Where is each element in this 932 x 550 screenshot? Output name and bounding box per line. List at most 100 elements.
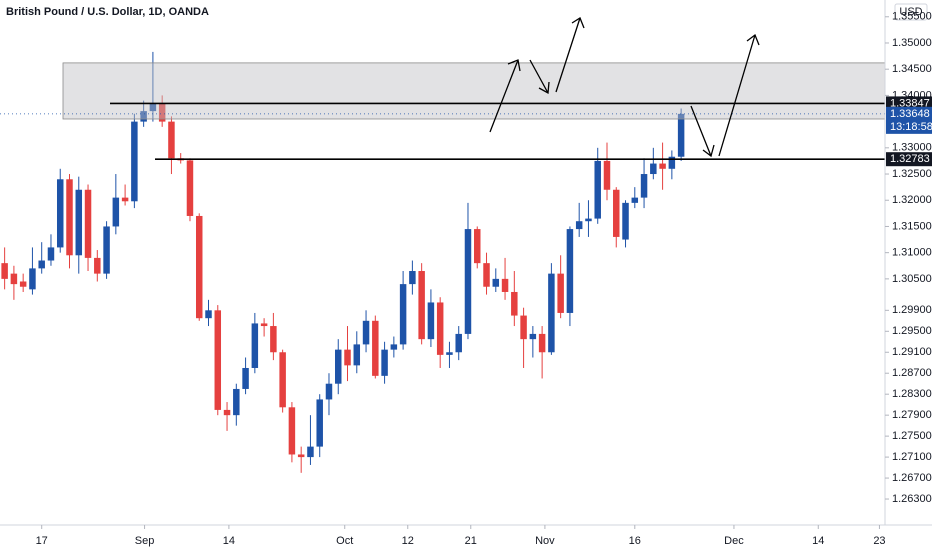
y-tick-label: 1.26300 [892, 493, 932, 505]
candle-body [260, 323, 268, 327]
candle-body [251, 323, 259, 368]
y-tick-label: 1.35500 [892, 11, 932, 23]
candle-body [677, 113, 685, 157]
candle-body [103, 226, 110, 274]
candle-body [353, 344, 361, 366]
y-tick-label: 1.27900 [892, 409, 932, 421]
candle-body [427, 302, 435, 340]
candle-body [381, 349, 388, 376]
candle-body [316, 399, 323, 447]
y-tick-label: 1.27500 [892, 430, 932, 442]
x-tick-label: 16 [629, 535, 641, 547]
y-tick-label: 1.35000 [892, 37, 932, 49]
chart-title: British Pound / U.S. Dollar, 1D, OANDA [6, 6, 209, 18]
x-tick-label: Sep [135, 535, 155, 547]
x-tick-label: 17 [36, 535, 48, 547]
candle-body [538, 333, 546, 353]
x-tick-label: Dec [724, 535, 744, 547]
candle-body [158, 103, 166, 122]
candle-body [501, 278, 509, 292]
candle-body [399, 284, 407, 345]
arrowhead [571, 17, 585, 29]
candle-body [279, 352, 286, 408]
candle-body [631, 197, 639, 203]
y-tick-label: 1.29500 [892, 325, 932, 337]
candle-body [47, 247, 55, 261]
candle-body [149, 103, 157, 112]
candle-body [594, 160, 601, 219]
y-tick-label: 1.32500 [892, 168, 932, 180]
candle-body [585, 218, 592, 222]
candle-body [436, 302, 444, 355]
candle-body [640, 174, 648, 198]
y-tick-label: 1.29100 [892, 346, 932, 358]
y-tick-label: 1.29900 [892, 304, 932, 316]
candle-body [344, 349, 351, 366]
candle-body [1, 263, 8, 279]
currency-box [894, 3, 928, 21]
y-tick-label: 1.32000 [892, 194, 932, 206]
candle-body [520, 315, 527, 340]
countdown: 13:18:58 [890, 121, 932, 133]
candle-body [390, 344, 398, 350]
x-tick-label: 12 [402, 535, 414, 547]
candle-body [214, 310, 222, 410]
y-tick-label: 1.30500 [892, 273, 932, 285]
candle-body [372, 320, 379, 376]
arrow [529, 59, 549, 94]
candle-body [112, 197, 120, 227]
candle-body [492, 278, 500, 287]
candle-body [575, 221, 583, 230]
arrowhead [746, 33, 760, 46]
arrowhead [538, 81, 550, 95]
level-label: 1.32783 [890, 153, 930, 165]
candle-body [659, 163, 666, 169]
candle-body [650, 163, 657, 175]
y-tick-label: 1.33000 [892, 142, 932, 154]
candle-body [483, 263, 490, 287]
candle-body [168, 121, 175, 159]
y-tick-label: 1.27100 [892, 451, 932, 463]
candle-body [66, 179, 73, 256]
candle-body [511, 291, 518, 316]
x-tick-label: Nov [535, 535, 555, 547]
candle-body [529, 333, 537, 340]
level-label-bg [886, 152, 932, 167]
candle-body [270, 326, 277, 353]
arrow [489, 59, 519, 133]
candle-body [455, 333, 462, 353]
candle-body [418, 271, 425, 340]
candle-body [668, 156, 676, 169]
x-tick-label: Oct [336, 535, 353, 547]
candle-body [613, 189, 620, 237]
arrow [555, 17, 581, 93]
candle-body [233, 388, 240, 416]
x-tick-label: 14 [223, 535, 235, 547]
candle-body [622, 202, 629, 240]
y-tick-label: 1.31500 [892, 220, 932, 232]
candle-body [131, 121, 138, 202]
y-tick-label: 1.31000 [892, 247, 932, 259]
candle-body [464, 229, 472, 334]
candle-body [362, 320, 370, 345]
currency: USD [899, 6, 922, 18]
candle-body [548, 273, 555, 353]
candle-body [409, 271, 416, 285]
x-tick-label: 14 [812, 535, 824, 547]
candle-body [566, 229, 574, 313]
candle-body [140, 111, 147, 122]
arrow [690, 105, 712, 157]
candle-body [56, 179, 64, 248]
candle-body [603, 160, 611, 190]
candle-body [195, 215, 203, 319]
y-tick-label: 1.34500 [892, 63, 932, 75]
candle-body [474, 229, 481, 264]
candle-body [75, 189, 83, 256]
x-tick-label: 21 [465, 535, 477, 547]
level-label: 1.33847 [890, 97, 930, 109]
candle-body [307, 446, 314, 458]
candle-body [288, 407, 296, 455]
arrow [718, 34, 756, 157]
